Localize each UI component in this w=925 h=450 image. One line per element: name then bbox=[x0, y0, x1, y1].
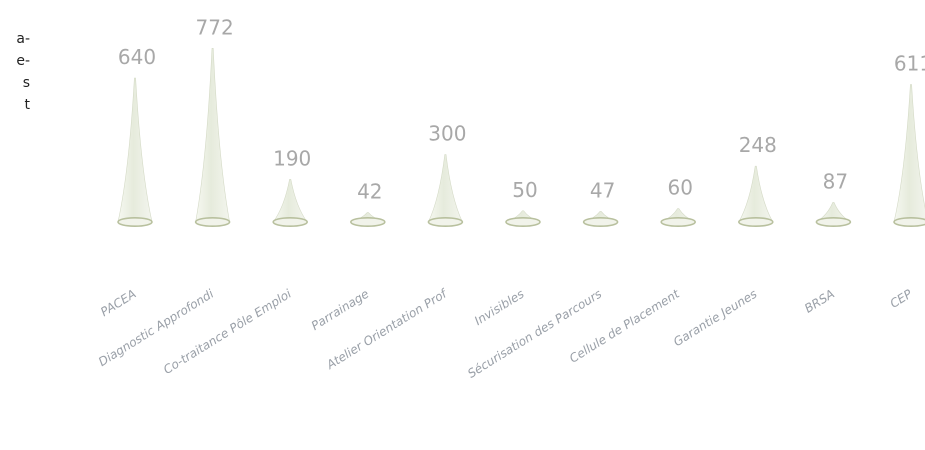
side-text-line: t bbox=[24, 97, 31, 113]
value-label: 611 bbox=[894, 52, 925, 76]
value-label: 47 bbox=[590, 178, 615, 202]
cone-base-ring bbox=[737, 217, 774, 228]
value-label: 640 bbox=[118, 45, 156, 69]
value-label: 42 bbox=[357, 180, 382, 204]
cone-base-ring bbox=[893, 217, 925, 227]
cone-base-ring bbox=[194, 217, 231, 228]
side-text-line: s bbox=[22, 75, 30, 91]
clipped-side-text: a- e- s t bbox=[0, 28, 30, 116]
category-label: Parrainage bbox=[309, 287, 372, 333]
cone-bar bbox=[893, 84, 925, 223]
value-label: 248 bbox=[739, 133, 777, 157]
cone-base-ring bbox=[117, 217, 153, 228]
cone-base-ring bbox=[505, 217, 541, 228]
value-label: 772 bbox=[196, 15, 234, 39]
cone-base-ring bbox=[272, 217, 309, 228]
value-label: 60 bbox=[667, 176, 692, 200]
cone-bar bbox=[427, 154, 463, 223]
category-label: Sécurisation des Parcours bbox=[465, 287, 604, 381]
value-label: 190 bbox=[273, 146, 311, 170]
cone-bar bbox=[272, 178, 308, 223]
side-text-line: a- bbox=[16, 31, 30, 47]
cone-base-ring bbox=[815, 217, 852, 228]
cone-bar bbox=[195, 48, 230, 223]
cone-base-ring bbox=[582, 217, 619, 228]
category-label: Invisibles bbox=[472, 287, 527, 328]
cone-base-ring bbox=[427, 217, 464, 228]
category-label: Garantie Jeunes bbox=[671, 287, 759, 350]
value-label: 300 bbox=[428, 122, 466, 146]
category-label: Atelier Orientation Prof bbox=[323, 286, 450, 373]
category-label: CEP bbox=[887, 286, 915, 311]
side-text-line: e- bbox=[16, 53, 30, 69]
category-label: PACEA bbox=[98, 287, 139, 320]
category-label: BRSA bbox=[802, 287, 837, 316]
cone-bar bbox=[117, 77, 153, 223]
cone-base-ring bbox=[349, 217, 386, 228]
cone-bar bbox=[738, 165, 774, 223]
cone-base-ring bbox=[660, 217, 697, 228]
category-label: Co-traitance Pôle Emploi bbox=[161, 286, 294, 377]
value-label: 50 bbox=[512, 178, 537, 202]
value-label: 87 bbox=[823, 169, 848, 193]
